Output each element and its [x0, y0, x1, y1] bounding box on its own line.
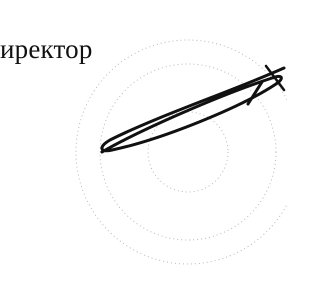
- stamp-inner-ring: [100, 64, 276, 240]
- signature: [102, 66, 284, 152]
- page: {"text": "иректор"} иректор (() => { con…: [0, 0, 287, 304]
- signature-stroke: [102, 68, 284, 152]
- document-fragment: иректор: [0, 0, 287, 304]
- position-title: иректор: [0, 34, 93, 64]
